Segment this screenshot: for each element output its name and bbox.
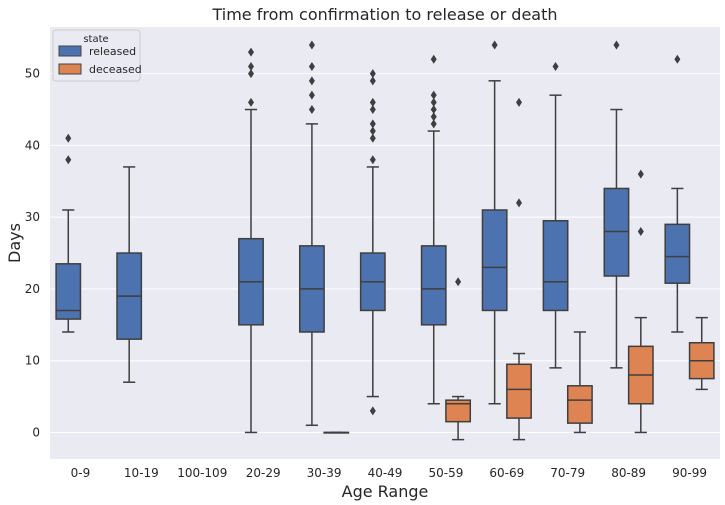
y-tick-label-10: 10 bbox=[25, 354, 40, 368]
y-tick-label-0: 0 bbox=[32, 425, 40, 439]
outlier-released-20-29-1 bbox=[248, 69, 254, 79]
chart-title: Time from confirmation to release or dea… bbox=[211, 5, 557, 24]
x-tick-label-100-109: 100-109 bbox=[177, 466, 227, 480]
box-deceased-80-89 bbox=[627, 169, 654, 434]
box-deceased-70-79 bbox=[566, 331, 593, 434]
box-released-30-39 bbox=[298, 40, 325, 427]
outlier-deceased-60-69-1 bbox=[516, 97, 522, 107]
y-axis-title: Days bbox=[5, 223, 24, 263]
outlier-released-30-39-4 bbox=[308, 40, 315, 50]
box-released-60-69 bbox=[481, 40, 508, 405]
outlier-released-50-59-5 bbox=[430, 54, 437, 64]
outlier-released-40-49-8 bbox=[369, 69, 376, 79]
outlier-released-70-79-0 bbox=[552, 61, 559, 71]
legend-label-released: released bbox=[89, 45, 136, 58]
boxes-layer bbox=[55, 40, 715, 441]
outlier-released-40-49-0 bbox=[369, 406, 376, 416]
legend-swatch-deceased bbox=[58, 63, 82, 75]
x-tick-label-50-59: 50-59 bbox=[428, 466, 463, 480]
box-body-deceased-60-69 bbox=[506, 363, 532, 419]
outlier-released-50-59-4 bbox=[430, 90, 437, 100]
legend-label-deceased: deceased bbox=[89, 63, 142, 76]
outlier-released-30-39-0 bbox=[308, 105, 315, 115]
box-released-90-99 bbox=[664, 54, 691, 333]
box-deceased-90-99 bbox=[688, 316, 715, 391]
x-tick-label-10-19: 10-19 bbox=[124, 466, 159, 480]
outlier-released-20-29-3 bbox=[248, 47, 254, 57]
outlier-released-0-9-1 bbox=[65, 133, 72, 143]
box-deceased-60-69 bbox=[506, 97, 532, 441]
box-body-released-70-79 bbox=[542, 220, 569, 312]
x-tick-label-80-89: 80-89 bbox=[611, 466, 646, 480]
outlier-released-90-99-0 bbox=[674, 54, 681, 64]
y-tick-label-50: 50 bbox=[25, 67, 40, 81]
x-tick-label-70-79: 70-79 bbox=[550, 466, 585, 480]
x-axis-title: Age Range bbox=[342, 482, 429, 501]
box-released-50-59 bbox=[420, 54, 447, 405]
x-tick-label-40-49: 40-49 bbox=[368, 466, 403, 480]
box-body-released-50-59 bbox=[420, 245, 447, 326]
outlier-released-0-9-0 bbox=[65, 155, 72, 165]
y-tick-label-40: 40 bbox=[25, 138, 40, 152]
x-tick-label-60-69: 60-69 bbox=[489, 466, 524, 480]
box-deceased-30-39 bbox=[323, 431, 350, 434]
outlier-released-60-69-0 bbox=[491, 40, 498, 50]
outlier-released-40-49-6 bbox=[369, 97, 376, 107]
outlier-released-40-49-2 bbox=[369, 133, 376, 143]
outlier-deceased-50-59-0 bbox=[455, 277, 462, 287]
outlier-released-30-39-1 bbox=[308, 90, 315, 100]
outlier-released-30-39-2 bbox=[308, 76, 315, 86]
outlier-released-40-49-3 bbox=[369, 126, 376, 136]
outlier-deceased-80-89-0 bbox=[637, 227, 644, 237]
outlier-released-20-29-0 bbox=[248, 97, 254, 107]
box-released-40-49 bbox=[359, 69, 386, 416]
box-body-released-60-69 bbox=[481, 209, 508, 312]
outlier-released-50-59-1 bbox=[430, 112, 437, 122]
x-tick-labels: 0-9 10-19 100-109 20-29 30-39 40-49 50-59 60-69… bbox=[71, 466, 707, 480]
legend-swatch-released bbox=[58, 45, 82, 57]
box-released-10-19 bbox=[116, 166, 143, 383]
box-body-deceased-50-59 bbox=[445, 399, 472, 423]
outlier-released-20-29-2 bbox=[248, 61, 254, 71]
outlier-deceased-80-89-1 bbox=[637, 169, 644, 179]
box-body-deceased-70-79 bbox=[566, 385, 593, 424]
legend-title: state bbox=[83, 34, 108, 45]
outlier-released-40-49-4 bbox=[369, 119, 376, 129]
outlier-released-50-59-0 bbox=[430, 119, 437, 129]
x-tick-label-90-99: 90-99 bbox=[672, 466, 707, 480]
outlier-released-30-39-3 bbox=[308, 61, 315, 71]
outlier-released-40-49-5 bbox=[369, 105, 376, 115]
outlier-released-40-49-1 bbox=[369, 155, 376, 165]
y-tick-label-20: 20 bbox=[25, 282, 40, 296]
outlier-released-40-49-7 bbox=[369, 76, 376, 86]
y-tick-labels: 0 10 20 30 40 50 bbox=[25, 67, 40, 440]
outlier-released-50-59-2 bbox=[430, 105, 437, 115]
box-deceased-50-59 bbox=[445, 277, 472, 441]
box-body-released-90-99 bbox=[664, 223, 691, 284]
box-released-80-89 bbox=[603, 40, 630, 369]
y-tick-label-30: 30 bbox=[25, 210, 40, 224]
box-released-0-9 bbox=[55, 133, 82, 333]
box-released-20-29 bbox=[238, 47, 264, 434]
x-tick-label-20-29: 20-29 bbox=[246, 466, 281, 480]
outlier-released-80-89-0 bbox=[613, 40, 620, 50]
box-released-70-79 bbox=[542, 61, 569, 369]
outlier-released-50-59-3 bbox=[430, 97, 437, 107]
x-tick-label-0-9: 0-9 bbox=[71, 466, 91, 480]
outlier-deceased-60-69-0 bbox=[516, 198, 522, 208]
legend: state released deceased bbox=[52, 29, 142, 82]
x-tick-label-30-39: 30-39 bbox=[307, 466, 342, 480]
